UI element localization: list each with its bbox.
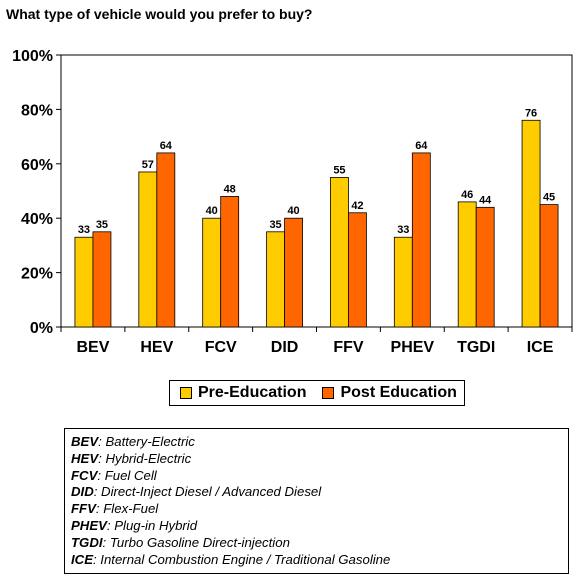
glossary-row: DID: Direct-Inject Diesel / Advanced Die… <box>71 484 562 501</box>
legend: Pre-Education Post Education <box>169 380 465 406</box>
glossary-abbr: TGDI <box>71 534 103 550</box>
data-label: 33 <box>397 224 409 236</box>
glossary-definition: : Hybrid-Electric <box>98 450 192 466</box>
data-label: 40 <box>206 205 218 217</box>
x-category-label: PHEV <box>391 339 435 356</box>
x-category-label: FFV <box>333 339 364 356</box>
bar-pre-ice <box>521 119 541 328</box>
legend-item-post: Post Education <box>312 384 457 402</box>
data-label: 45 <box>543 192 555 204</box>
data-label: 35 <box>269 219 281 231</box>
chart-title: What type of vehicle would you prefer to… <box>6 6 313 22</box>
x-category-label: FCV <box>205 339 237 356</box>
glossary-definition: : Flex-Fuel <box>95 501 159 517</box>
bar-post-bev <box>92 231 112 328</box>
legend-item-pre: Pre-Education <box>170 384 306 402</box>
data-label: 40 <box>287 205 299 217</box>
data-label: 64 <box>160 140 173 152</box>
glossary-abbr: FCV <box>71 467 98 483</box>
glossary-abbr: HEV <box>71 450 99 466</box>
legend-swatch-pre <box>180 387 192 399</box>
y-tick-label: 100% <box>12 48 53 65</box>
x-category-label: BEV <box>76 339 109 356</box>
x-category-label: HEV <box>140 339 173 356</box>
glossary-row: PHEV: Plug-in Hybrid <box>71 518 562 535</box>
glossary-row: HEV: Hybrid-Electric <box>71 451 562 468</box>
bar-post-ffv <box>348 212 367 328</box>
glossary-row: BEV: Battery-Electric <box>71 434 562 451</box>
y-tick-label: 40% <box>21 211 53 228</box>
bar-pre-fcv <box>202 217 222 328</box>
x-category-label: TGDI <box>457 339 495 356</box>
data-label: 44 <box>479 194 492 206</box>
y-tick-label: 80% <box>21 102 53 119</box>
bar-pre-tgdi <box>457 201 477 328</box>
data-label: 35 <box>96 219 108 231</box>
plot-area-frame <box>60 54 573 328</box>
bar-pre-hev <box>138 171 158 328</box>
glossary-definition: : Internal Combustion Engine / Tradition… <box>92 551 391 567</box>
x-category-label: ICE <box>527 339 554 356</box>
y-tick-label: 0% <box>30 320 53 337</box>
glossary-abbr: FFV <box>71 501 96 517</box>
data-label: 57 <box>142 159 154 171</box>
x-category-label: DID <box>271 339 299 356</box>
data-label: 55 <box>333 164 345 176</box>
glossary-definition: : Battery-Electric <box>98 434 195 449</box>
bar-post-ice <box>539 204 559 328</box>
data-label: 33 <box>78 224 90 236</box>
bar-pre-phev <box>393 236 413 328</box>
data-label: 76 <box>525 107 537 119</box>
legend-label-post: Post Education <box>340 384 457 401</box>
data-label: 48 <box>224 183 236 195</box>
glossary-abbr: BEV <box>71 434 99 449</box>
y-tick-label: 60% <box>21 157 53 174</box>
bar-post-tgdi <box>475 206 495 328</box>
bar-pre-did <box>266 231 285 328</box>
glossary-row: TGDI: Turbo Gasoline Direct-injection <box>71 535 562 552</box>
bar-post-phev <box>411 152 431 328</box>
legend-label-pre: Pre-Education <box>198 384 307 401</box>
legend-swatch-post <box>322 387 335 399</box>
bar-post-did <box>284 217 303 328</box>
glossary-box: BEV: Battery-Electric HEV: Hybrid-Electri… <box>64 428 569 574</box>
y-tick-label: 20% <box>21 266 53 283</box>
data-label: 42 <box>351 200 363 212</box>
data-label: 64 <box>415 140 428 152</box>
bar-pre-bev <box>74 236 94 328</box>
bar-pre-ffv <box>330 176 349 328</box>
bar-chart: 0% 20% 40% 60% 80% 100% 33 35 BEV 57 64 HEV 40 48 FCV 3… <box>12 48 573 356</box>
glossary-row: ICE: Internal Combustion Engine / Tradit… <box>71 552 562 569</box>
bar-post-fcv <box>220 196 240 328</box>
glossary-abbr: DID <box>71 484 94 500</box>
glossary-definition: : Fuel Cell <box>97 467 157 483</box>
glossary-definition: : Plug-in Hybrid <box>106 517 198 533</box>
bar-post-hev <box>156 152 176 328</box>
glossary-definition: : Turbo Gasoline Direct-injection <box>102 534 290 550</box>
glossary-abbr: ICE <box>71 551 93 567</box>
glossary-row: FCV: Fuel Cell <box>71 468 562 485</box>
glossary-row: FFV: Flex-Fuel <box>71 501 562 518</box>
glossary-abbr: PHEV <box>71 517 107 533</box>
glossary-definition: : Direct-Inject Diesel / Advanced Diesel <box>93 484 322 500</box>
data-label: 46 <box>461 189 473 201</box>
